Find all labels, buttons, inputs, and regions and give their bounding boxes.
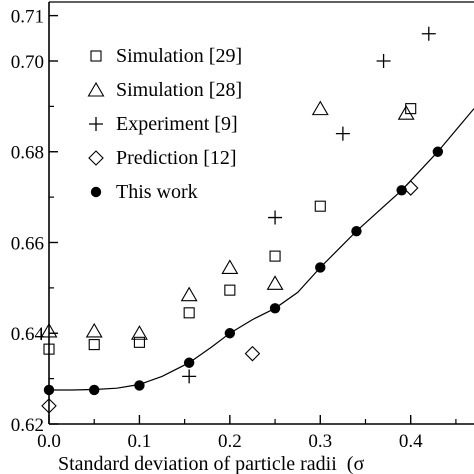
data-point: [89, 384, 100, 396]
data-point: [180, 286, 198, 302]
data-point: [41, 398, 57, 414]
x-tick-label: 0.0: [37, 431, 61, 452]
data-point: [221, 259, 239, 275]
x-axis-label: Standard deviation of particle radii (σ: [58, 453, 364, 474]
data-point: [351, 225, 362, 237]
axes: 0.0 0.1 0.2 0.3 0.4 0.62 0.64 0.66 0.68 0.70 0.71: [11, 1, 474, 452]
data-point: [244, 345, 261, 362]
x-tick-label: 0.2: [218, 431, 242, 452]
y-tick-label: 0.70: [11, 52, 44, 73]
data-point: [268, 210, 283, 225]
data-point: [43, 343, 55, 355]
data-point: [40, 322, 58, 338]
data-point: [224, 328, 236, 339]
legend-marker: [90, 186, 102, 198]
data-point: [183, 357, 195, 368]
data-point: [224, 284, 236, 296]
legend-marker: [87, 81, 105, 97]
data-point: [133, 336, 145, 348]
data-point: [43, 384, 55, 396]
series-0: [43, 103, 417, 355]
series-3: [41, 180, 419, 414]
series-2: [182, 26, 436, 384]
fit-curve: [49, 108, 474, 391]
legend: Simulation [29] Simulation [28] Experiment…: [87, 45, 242, 203]
x-tick-label: 0.3: [308, 431, 332, 452]
data-point: [183, 307, 195, 319]
data-point: [134, 380, 145, 391]
data-point: [402, 180, 419, 196]
series-1: [40, 100, 415, 340]
data-point: [397, 105, 415, 120]
y-tick-label: 0.62: [11, 415, 44, 436]
data-point: [85, 322, 103, 338]
y-tick-label: 0.66: [11, 233, 44, 254]
data-point: [315, 262, 326, 273]
x-tick-label: 0.4: [399, 431, 423, 452]
legend-marker: [89, 117, 103, 131]
y-tick-label: 0.64: [11, 324, 45, 345]
legend-entry: Prediction [12]: [116, 147, 237, 169]
data-point: [182, 369, 197, 384]
series-4: [43, 146, 444, 396]
data-point: [266, 275, 284, 290]
data-point: [335, 126, 350, 141]
legend-entry: Simulation [28]: [116, 79, 242, 101]
data-point: [421, 26, 436, 41]
data-point: [396, 185, 407, 196]
data-marks: [40, 26, 444, 414]
legend-entry: This work: [116, 181, 198, 203]
data-point: [269, 250, 281, 262]
data-point: [269, 303, 281, 314]
data-point: [432, 146, 444, 157]
x-tick-label: 0.1: [128, 431, 152, 452]
data-point: [88, 339, 100, 351]
data-point: [311, 100, 329, 116]
data-point: [130, 325, 148, 340]
legend-marker: [90, 50, 102, 62]
legend-entry: Simulation [29]: [116, 45, 242, 67]
y-tick-label: 0.68: [11, 143, 44, 164]
data-point: [376, 53, 391, 68]
data-point: [314, 200, 326, 212]
y-tick-label: 0.71: [11, 7, 44, 28]
legend-marker: [88, 150, 104, 166]
legend-entry: Experiment [9]: [116, 113, 238, 135]
fit-line: [49, 108, 474, 391]
